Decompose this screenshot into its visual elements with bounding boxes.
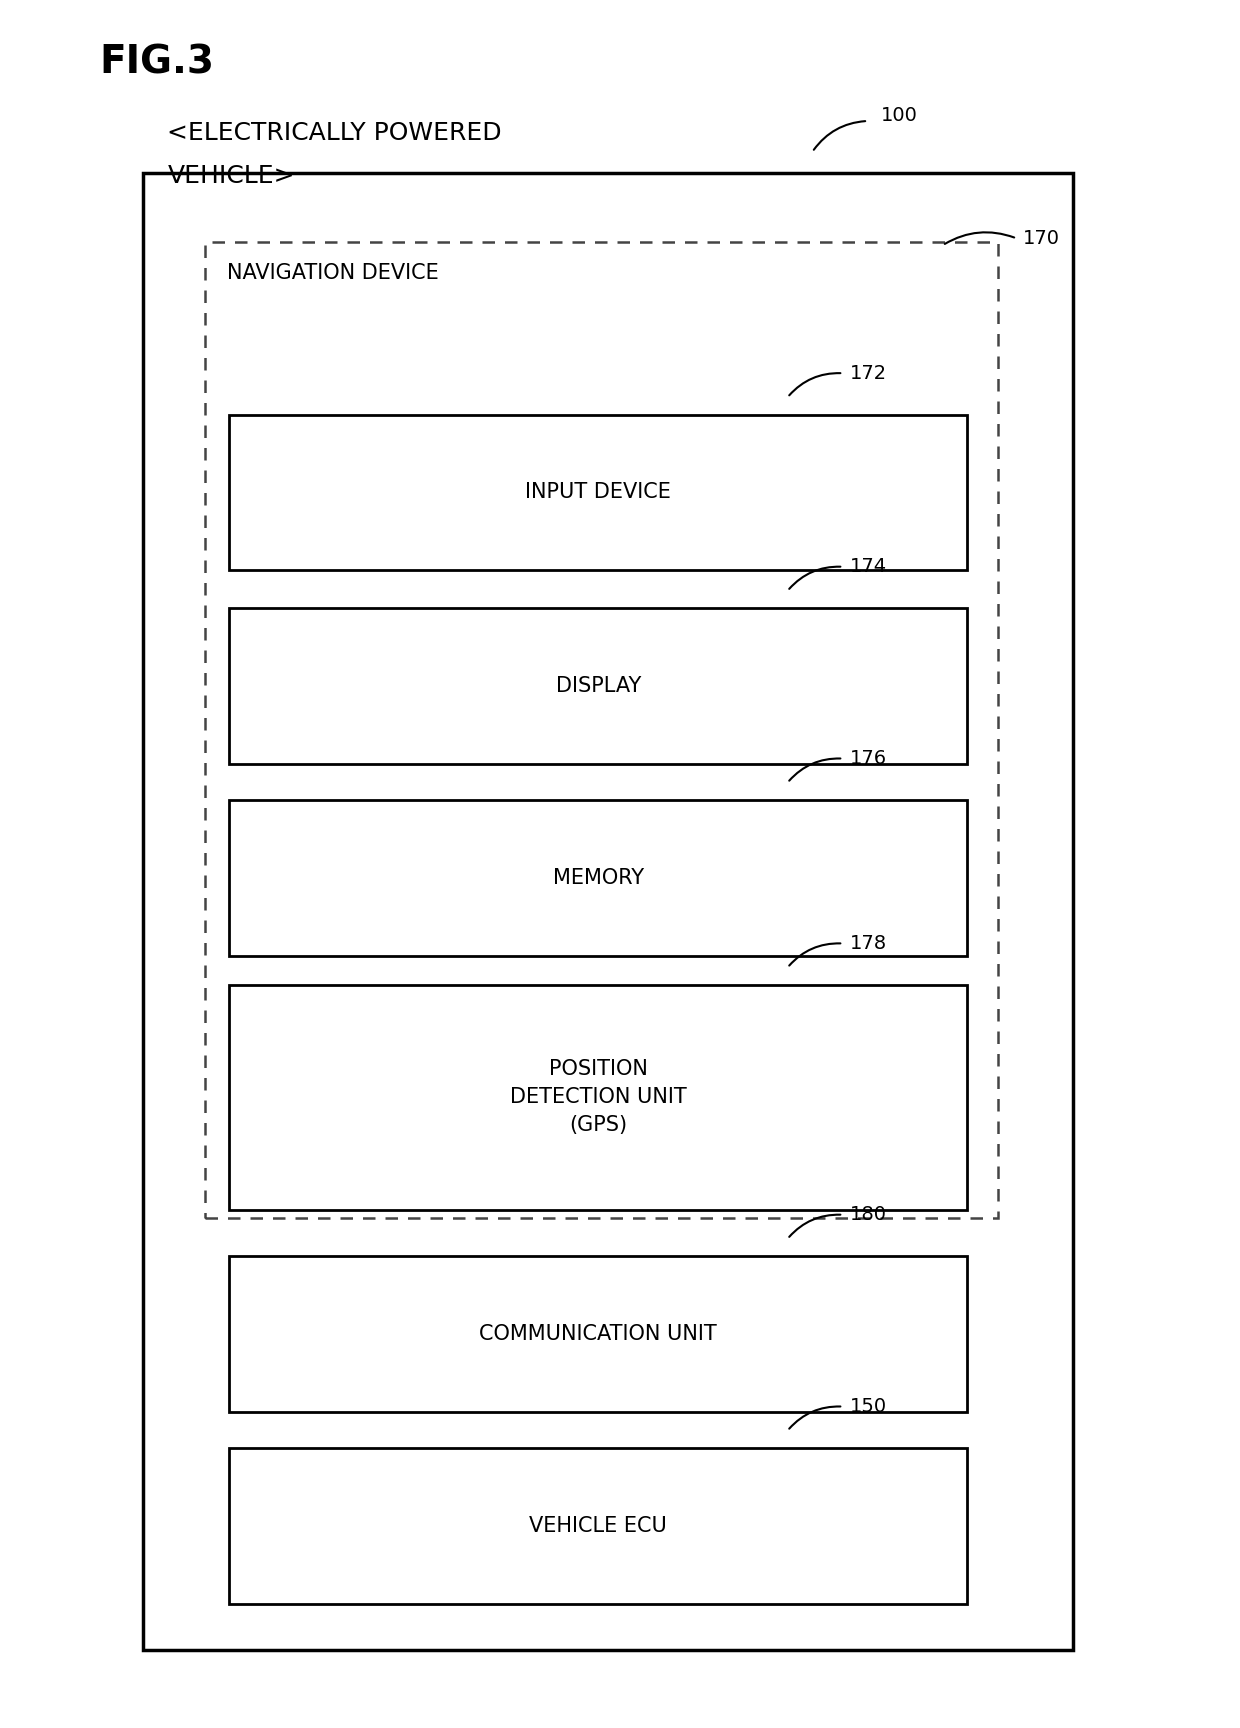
Bar xyxy=(143,173,1073,1650)
Bar xyxy=(229,800,967,956)
Text: FIG.3: FIG.3 xyxy=(99,43,215,81)
Text: NAVIGATION DEVICE: NAVIGATION DEVICE xyxy=(227,263,439,283)
Text: 176: 176 xyxy=(849,750,887,767)
Text: 100: 100 xyxy=(880,107,918,124)
Bar xyxy=(229,1448,967,1604)
Bar xyxy=(205,242,998,1218)
Text: COMMUNICATION UNIT: COMMUNICATION UNIT xyxy=(480,1324,717,1344)
Bar xyxy=(229,1256,967,1412)
Text: 178: 178 xyxy=(849,935,887,952)
Bar xyxy=(229,985,967,1210)
Text: MEMORY: MEMORY xyxy=(553,867,644,888)
Bar xyxy=(229,608,967,764)
Text: 180: 180 xyxy=(849,1206,887,1223)
Text: VEHICLE ECU: VEHICLE ECU xyxy=(529,1515,667,1536)
Text: 174: 174 xyxy=(849,558,887,575)
Text: <ELECTRICALLY POWERED: <ELECTRICALLY POWERED xyxy=(167,121,502,145)
Text: INPUT DEVICE: INPUT DEVICE xyxy=(526,482,671,503)
Text: POSITION
DETECTION UNIT
(GPS): POSITION DETECTION UNIT (GPS) xyxy=(510,1059,687,1135)
Bar xyxy=(229,415,967,570)
Text: DISPLAY: DISPLAY xyxy=(556,676,641,696)
Text: 170: 170 xyxy=(1023,230,1060,247)
Text: VEHICLE>: VEHICLE> xyxy=(167,164,295,188)
Text: 172: 172 xyxy=(849,365,887,382)
Text: 150: 150 xyxy=(849,1398,887,1415)
